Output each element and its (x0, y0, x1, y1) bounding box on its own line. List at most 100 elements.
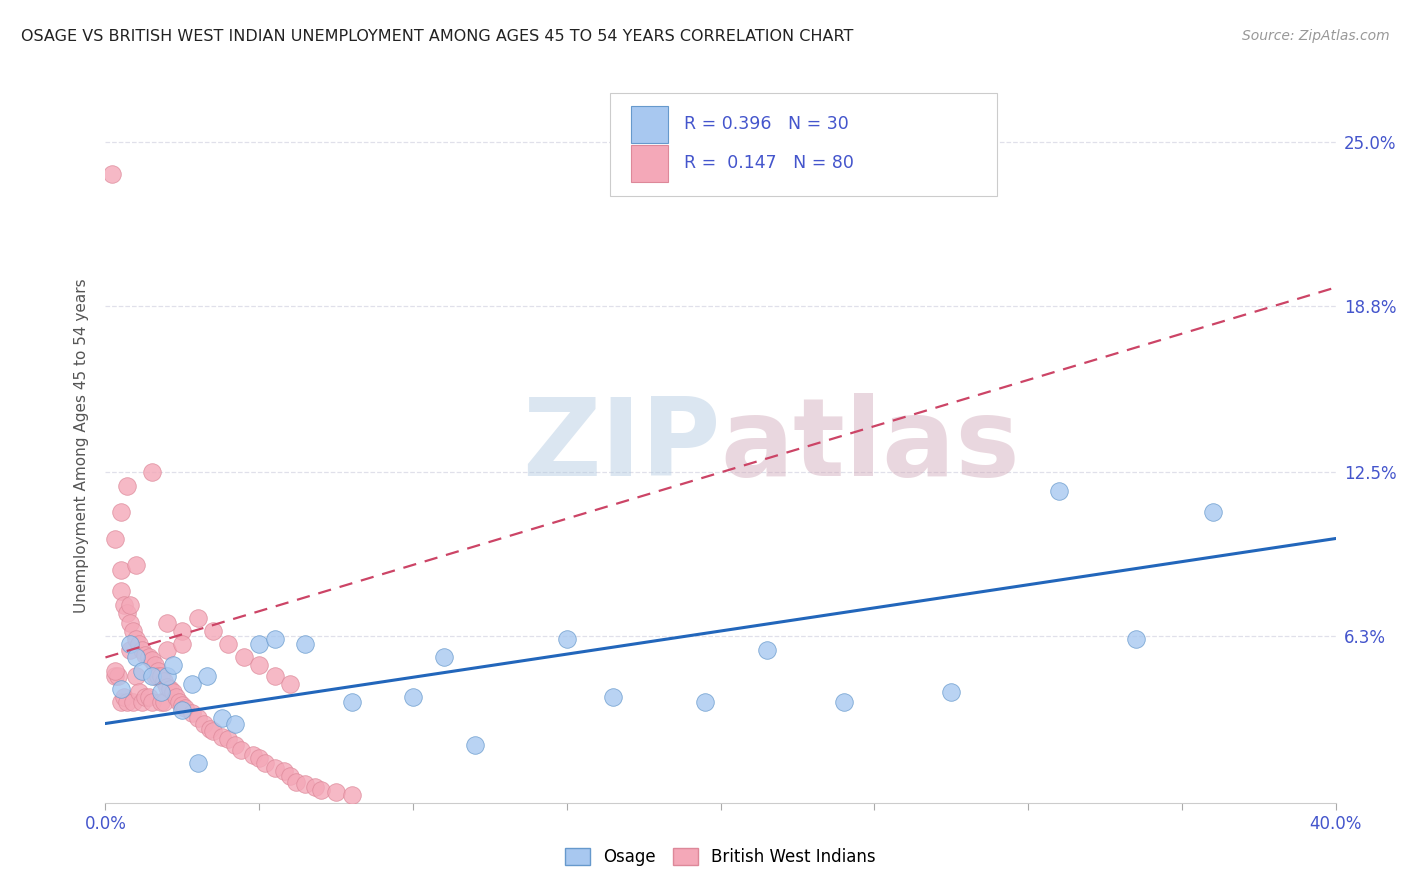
Point (304, 780, 326, 794)
Legend: Osage, British West Indians: Osage, British West Indians (558, 841, 883, 873)
Point (202, 724, 225, 739)
Point (193, 716, 215, 731)
Point (128, 685, 150, 699)
Point (112, 598, 135, 612)
Point (278, 769, 301, 783)
Point (104, 532, 127, 546)
Text: ZIP: ZIP (522, 393, 721, 499)
Point (1201, 505, 1223, 519)
Point (125, 669, 148, 683)
Point (120, 616, 141, 631)
Point (153, 695, 176, 709)
Point (325, 785, 347, 799)
Point (263, 761, 285, 775)
Point (247, 751, 270, 765)
Text: R =  0.147   N = 80: R = 0.147 N = 80 (683, 154, 853, 172)
Point (941, 685, 963, 699)
Point (187, 711, 209, 725)
Point (211, 711, 233, 725)
Point (149, 669, 172, 683)
Text: OSAGE VS BRITISH WEST INDIAN UNEMPLOYMENT AMONG AGES 45 TO 54 YEARS CORRELATION : OSAGE VS BRITISH WEST INDIAN UNEMPLOYMEN… (21, 29, 853, 44)
Point (104, 669, 127, 683)
Point (224, 716, 246, 731)
Point (294, 777, 316, 791)
Point (153, 674, 176, 689)
Point (120, 598, 141, 612)
Point (143, 658, 166, 673)
Point (172, 703, 194, 717)
Point (832, 695, 855, 709)
Text: R = 0.396   N = 30: R = 0.396 N = 30 (683, 115, 848, 133)
Bar (631, 145, 668, 182)
Point (242, 748, 264, 763)
Point (141, 695, 163, 709)
Point (180, 706, 202, 720)
Point (402, 690, 425, 704)
Point (156, 680, 179, 694)
Point (555, 632, 578, 646)
Point (263, 669, 285, 683)
Point (174, 700, 197, 714)
Point (247, 637, 270, 651)
Point (131, 642, 153, 657)
Point (172, 698, 194, 712)
Point (218, 732, 240, 747)
Point (149, 685, 172, 699)
Point (218, 637, 240, 651)
Point (156, 642, 179, 657)
Point (263, 632, 285, 646)
Point (110, 563, 132, 577)
Point (278, 677, 301, 691)
Point (247, 658, 270, 673)
Point (125, 558, 148, 572)
Point (110, 584, 132, 599)
Point (138, 650, 160, 665)
Point (169, 695, 191, 709)
Point (141, 466, 163, 480)
Point (141, 669, 163, 683)
Point (138, 690, 160, 704)
Point (340, 695, 363, 709)
Point (100, 167, 122, 181)
Text: atlas: atlas (721, 393, 1021, 499)
Point (122, 695, 145, 709)
FancyBboxPatch shape (610, 93, 997, 196)
Point (122, 624, 145, 638)
Point (128, 637, 150, 651)
Point (162, 658, 184, 673)
Point (695, 695, 717, 709)
Point (131, 664, 153, 678)
Point (156, 669, 179, 683)
Point (195, 669, 218, 683)
Point (125, 650, 148, 665)
Point (115, 606, 138, 620)
Point (254, 756, 277, 771)
Point (120, 637, 141, 651)
Point (224, 738, 246, 752)
Point (1125, 632, 1147, 646)
Point (202, 624, 225, 638)
Point (156, 616, 179, 631)
Point (172, 637, 194, 651)
Bar (631, 105, 668, 143)
Point (180, 677, 202, 691)
Point (211, 730, 233, 744)
Point (340, 788, 363, 802)
Point (110, 505, 132, 519)
Point (273, 764, 295, 778)
Point (232, 650, 254, 665)
Point (187, 756, 209, 771)
Point (131, 695, 153, 709)
Point (433, 650, 456, 665)
Point (125, 632, 148, 646)
Point (309, 782, 332, 797)
Point (115, 478, 138, 492)
Point (464, 738, 486, 752)
Point (172, 624, 194, 638)
Point (107, 669, 129, 683)
Point (110, 682, 132, 697)
Point (294, 637, 316, 651)
Point (104, 664, 127, 678)
Point (110, 695, 132, 709)
Point (755, 642, 778, 657)
